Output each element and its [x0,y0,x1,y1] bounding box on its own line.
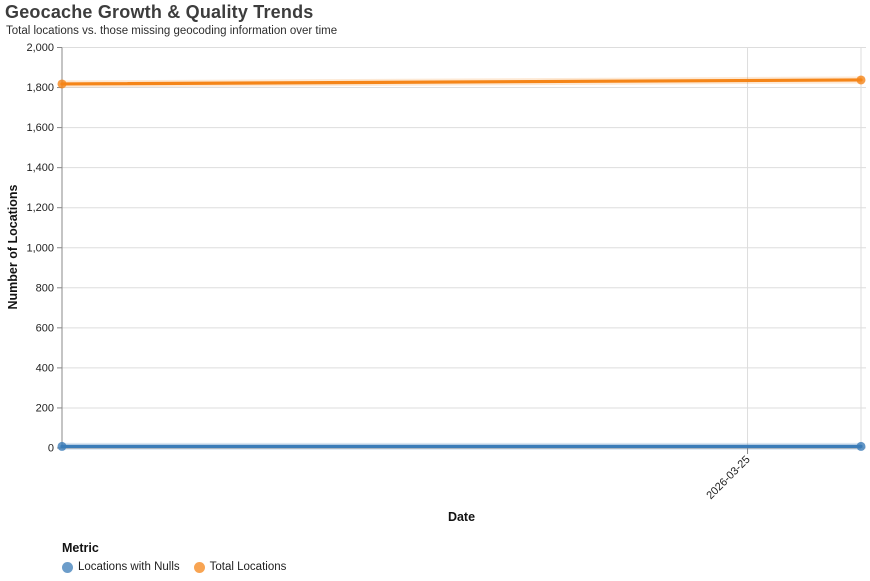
legend-item-label: Total Locations [209,561,287,573]
legend-item: Total Locations [193,561,287,573]
y-tick-label: 1,200 [26,202,54,214]
legend-swatch [193,561,205,573]
chart-title: Geocache Growth & Quality Trends [5,2,314,22]
y-tick-label: 1,600 [26,122,54,134]
chart-subtitle: Total locations vs. those missing geocod… [6,25,338,37]
series-point [57,79,67,89]
y-tick-label: 400 [36,362,54,374]
y-tick-label: 600 [36,322,54,334]
y-tick-label: 1,400 [26,162,54,174]
y-tick-label: 800 [36,282,54,294]
series-point [856,441,866,451]
y-tick-label: 200 [36,402,54,414]
y-tick-label: 2,000 [26,42,54,54]
y-axis-title: Number of Locations [6,184,20,310]
legend-title: Metric [62,541,99,555]
x-axis-title: Date [447,510,476,524]
y-tick-label: 1,800 [26,82,54,94]
legend-item-label: Locations with Nulls [78,561,180,573]
y-tick-label: 0 [48,443,54,455]
legend: Metric Locations with Nulls Total Locatio… [62,541,286,573]
x-tick-label: 2026-03-25 [704,454,752,502]
series-point [856,75,866,85]
legend-swatch [62,561,73,573]
legend-item: Locations with Nulls [62,561,180,573]
y-tick-label: 1,000 [26,242,54,254]
series-point [57,441,67,451]
legend-items: Locations with Nulls Total Locations [62,561,286,573]
series-line [60,78,863,86]
